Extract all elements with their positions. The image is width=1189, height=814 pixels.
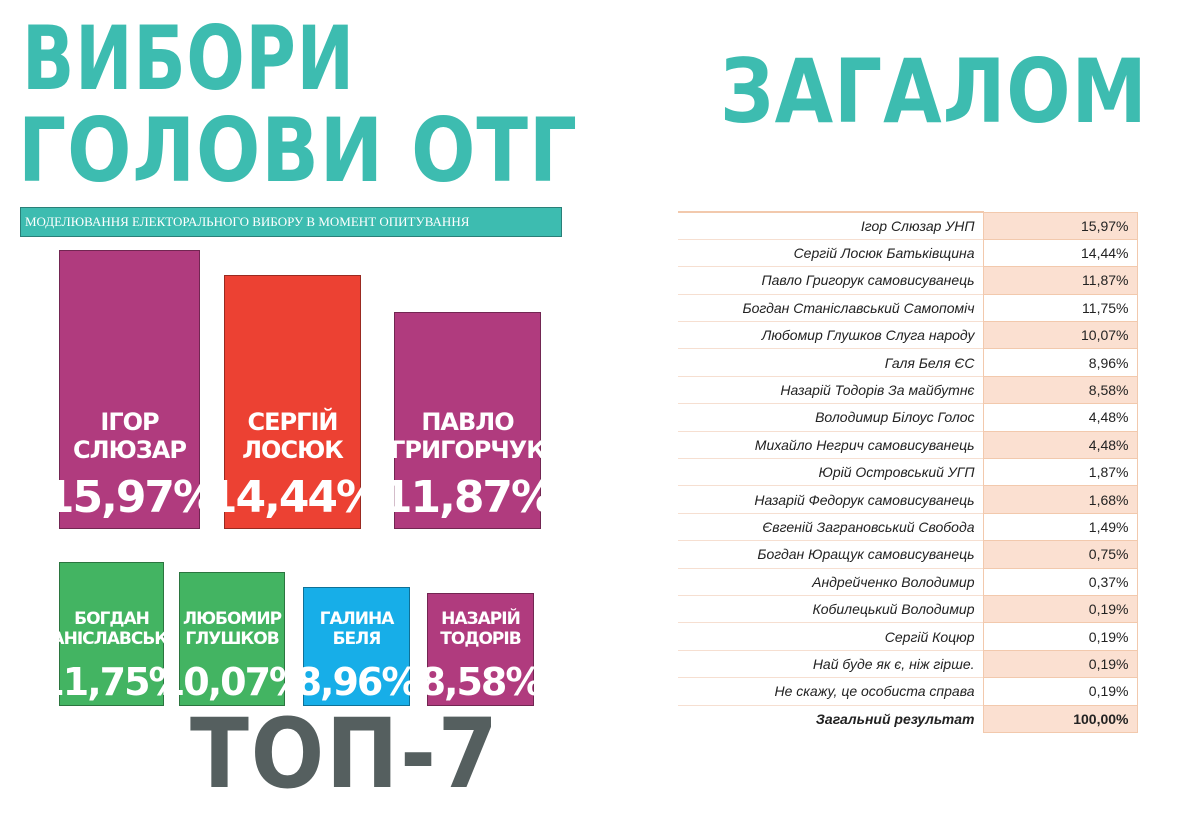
row-value: 1,68% <box>982 485 1138 514</box>
row-label: Сергій Лосюк Батьківщина <box>678 238 983 267</box>
row-label: Галя Беля ЄС <box>678 348 983 377</box>
candidate-name: БОГДАН СТАНІСЛАВСЬКИЙ <box>29 609 194 649</box>
table-row: Не скажу, це особиста справа 0,19% <box>678 677 1138 706</box>
row-value: 100,00% <box>982 704 1138 733</box>
candidate-percent: 10,07% <box>158 660 307 704</box>
row-value: 11,75% <box>982 293 1138 323</box>
candidate-card: ГАЛИНА БЕЛЯ 8,96% <box>296 587 419 706</box>
top7-label: ТОП-7 <box>190 698 500 810</box>
table-row: Сергій Лосюк Батьківщина 14,44% <box>678 238 1138 268</box>
row-value: 8,58% <box>982 375 1138 405</box>
candidate-percent: 8,58% <box>419 660 544 704</box>
row-value: 0,19% <box>982 677 1138 706</box>
table-row: Кобилецький Володимир 0,19% <box>678 594 1138 624</box>
row-value: 14,44% <box>982 238 1138 268</box>
row-label: Юрій Островський УГП <box>678 458 983 486</box>
row-label: Богдан Станіславський Самопоміч <box>678 293 983 322</box>
row-value: 11,87% <box>982 266 1138 295</box>
table-row: Богдан Станіславський Самопоміч 11,75% <box>678 293 1138 323</box>
candidate-name: ПАВЛО ГРИГОРЧУК <box>390 408 546 464</box>
row-value: 8,96% <box>982 348 1138 377</box>
row-label: Назарій Федорук самовисуванець <box>678 485 983 514</box>
page-title-line-2: ГОЛОВИ ОТГ <box>18 99 578 202</box>
candidate-percent: 11,75% <box>38 660 186 704</box>
row-value: 15,97% <box>982 211 1138 240</box>
row-value: 0,19% <box>982 594 1138 624</box>
table-row: Назарій Тодорів За майбутнє 8,58% <box>678 375 1138 405</box>
table-row: Михайло Негрич самовисуванець 4,48% <box>678 430 1138 460</box>
candidate-card: НАЗАРІЙ ТОДОРІВ 8,58% <box>420 593 543 706</box>
row-label: Володимир Білоус Голос <box>678 403 983 432</box>
row-label: Не скажу, це особиста справа <box>678 677 983 706</box>
row-label: Ігор Слюзар УНП <box>678 210 983 240</box>
candidate-card: ІГОР СЛЮЗАР 15,97% <box>44 250 217 529</box>
candidate-percent: 11,87% <box>381 472 555 523</box>
row-value: 4,48% <box>982 430 1138 460</box>
row-label: Богдан Юращук самовисуванець <box>678 540 983 569</box>
row-value: 0,37% <box>982 567 1138 596</box>
table-row: Євгеній Заграновський Свобода 1,49% <box>678 512 1138 542</box>
row-label: Любомир Глушков Слуга народу <box>678 321 983 349</box>
table-row: Най буде як є, ніж гірше. 0,19% <box>678 649 1138 679</box>
row-value: 10,07% <box>982 321 1138 350</box>
row-label: Кобилецький Володимир <box>678 594 983 623</box>
table-row: Володимир Білоус Голос 4,48% <box>678 403 1138 432</box>
candidate-card: СЕРГІЙ ЛОСЮК 14,44% <box>207 275 380 529</box>
candidate-name: НАЗАРІЙ ТОДОРІВ <box>440 609 521 649</box>
row-label: Най буде як є, ніж гірше. <box>678 649 983 678</box>
row-label: Андрейченко Володимир <box>678 567 983 596</box>
row-label: Сергій Коцюр <box>678 622 983 651</box>
table-total-row: Загальний результат 100,00% <box>678 704 1138 733</box>
candidate-percent: 8,96% <box>295 660 420 704</box>
table-row: Ігор Слюзар УНП 15,97% <box>678 210 1138 240</box>
candidate-name: СЕРГІЙ ЛОСЮК <box>242 408 344 464</box>
row-label: Михайло Негрич самовисуванець <box>678 430 983 459</box>
row-value: 0,75% <box>982 540 1138 569</box>
candidate-name: ІГОР СЛЮЗАР <box>73 408 187 464</box>
candidate-percent: 14,44% <box>206 472 380 523</box>
table-row: Сергій Коцюр 0,19% <box>678 622 1138 651</box>
subtitle-banner: МОДЕЛЮВАННЯ ЕЛЕКТОРАЛЬНОГО ВИБОРУ В МОМЕ… <box>20 207 562 237</box>
candidate-card: ЛЮБОМИР ГЛУШКОВ 10,07% <box>159 572 307 706</box>
page-title-line-1: ВИБОРИ <box>22 7 355 110</box>
table-title: ЗАГАЛОМ <box>720 40 1148 143</box>
table-row: Андрейченко Володимир 0,37% <box>678 567 1138 596</box>
row-value: 4,48% <box>982 403 1138 432</box>
row-value: 0,19% <box>982 649 1138 679</box>
table-row: Назарій Федорук самовисуванець 1,68% <box>678 485 1138 514</box>
candidate-percent: 15,97% <box>43 472 217 523</box>
table-row: Богдан Юращук самовисуванець 0,75% <box>678 540 1138 569</box>
row-label: Назарій Тодорів За майбутнє <box>678 375 983 404</box>
row-value: 1,87% <box>982 458 1138 487</box>
row-label: Загальний результат <box>678 704 983 733</box>
table-row: Павло Григорук самовисуванець 11,87% <box>678 266 1138 295</box>
candidate-card: ПАВЛО ГРИГОРЧУК 11,87% <box>382 312 555 529</box>
candidate-card: БОГДАН СТАНІСЛАВСЬКИЙ 11,75% <box>29 562 195 706</box>
row-label: Євгеній Заграновський Свобода <box>678 512 983 541</box>
table-row: Любомир Глушков Слуга народу 10,07% <box>678 321 1138 350</box>
row-value: 0,19% <box>982 622 1138 651</box>
candidate-name: ЛЮБОМИР ГЛУШКОВ <box>182 609 282 649</box>
table-row: Юрій Островський УГП 1,87% <box>678 458 1138 487</box>
row-label: Павло Григорук самовисуванець <box>678 266 983 295</box>
results-table: Ігор Слюзар УНП 15,97% Сергій Лосюк Батькі… <box>678 210 1138 733</box>
table-row: Галя Беля ЄС 8,96% <box>678 348 1138 377</box>
row-value: 1,49% <box>982 512 1138 542</box>
candidate-name: ГАЛИНА БЕЛЯ <box>319 609 395 649</box>
